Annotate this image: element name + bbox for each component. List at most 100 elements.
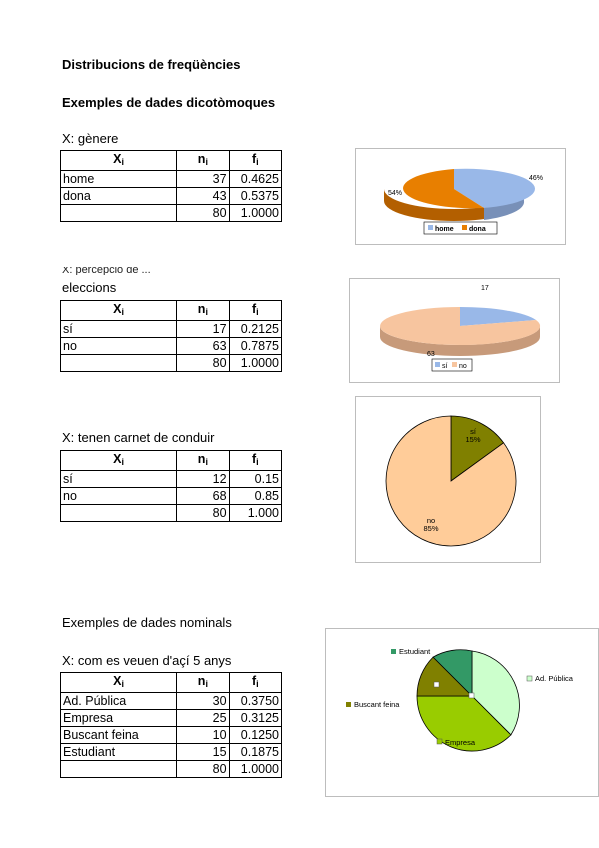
pie-slice-home	[454, 168, 535, 208]
header-f: fi	[228, 450, 283, 471]
table-header-row: Xi ni fi	[59, 300, 283, 321]
label-marker-estudiant	[391, 649, 396, 654]
section-heading-nominal: Exemples de dades nominals	[62, 615, 232, 630]
table-row: sí 12 0.15	[59, 470, 283, 488]
table-row: no 68 0.85	[59, 487, 283, 505]
data-label-ad-publica: Ad. Pública	[535, 674, 574, 683]
legend-label-si: sí	[442, 363, 448, 370]
cell-x	[59, 504, 178, 522]
cell-x: sí	[59, 320, 178, 338]
cell-f: 0.2125	[228, 320, 283, 338]
center-marker	[433, 681, 440, 688]
cell-n: 15	[176, 743, 230, 761]
table-header-row: Xi ni fi	[59, 150, 283, 171]
chart-license-pie: sí 15% no 85%	[355, 396, 541, 563]
header-n: ni	[176, 150, 230, 171]
chart-gender-pie: 46% 54% home dona	[355, 148, 566, 245]
pie-slice-estudiant	[432, 649, 473, 697]
pie-slice-si	[460, 307, 536, 326]
cell-f: 0.4625	[228, 170, 283, 188]
table-row: home 37 0.4625	[59, 170, 283, 188]
cell-n: 68	[176, 487, 230, 505]
cell-n: 80	[176, 354, 230, 372]
legend-swatch-si	[435, 362, 440, 367]
table-row: no 63 0.7875	[59, 337, 283, 355]
table-row: sí 17 0.2125	[59, 320, 283, 338]
header-n: ni	[176, 672, 230, 693]
header-x: Xi	[59, 450, 178, 471]
cell-f: 0.85	[228, 487, 283, 505]
header-x: Xi	[59, 672, 178, 693]
table-header-row: Xi ni fi	[59, 672, 283, 693]
pie-side-no	[380, 326, 540, 356]
table-label-elections: eleccions	[62, 280, 117, 295]
page-title: Distribucions de freqüències	[62, 57, 241, 72]
legend-swatch-no	[452, 362, 457, 367]
table-row: Ad. Pública 30 0.3750	[59, 692, 283, 710]
cell-n: 43	[176, 187, 230, 205]
data-label-no-pct: 85%	[423, 524, 438, 533]
data-label-no: 63	[427, 351, 435, 358]
data-label-buscant-feina: Buscant feina	[354, 700, 400, 709]
cell-f: 0.1875	[228, 743, 283, 761]
pie-slice-si	[450, 415, 505, 482]
legend-label-dona: dona	[469, 226, 486, 233]
data-label-si-pct: 15%	[465, 435, 480, 444]
table-total-row: 80 1.0000	[59, 760, 283, 778]
table-total-row: 80 1.000	[59, 504, 283, 522]
data-label-dona: 54%	[388, 190, 402, 197]
label-marker-buscant-feina	[346, 702, 351, 707]
table-label-future: X: com es veuen d'açí 5 anys	[62, 653, 232, 668]
cell-x: no	[59, 487, 178, 505]
pie-slice-no	[385, 415, 517, 547]
cell-f: 1.0000	[228, 354, 283, 372]
cell-n: 12	[176, 470, 230, 488]
data-label-estudiant: Estudiant	[399, 647, 431, 656]
table-label-partial: X: percepció de ...	[62, 267, 151, 275]
frequency-table-gender: Xi ni fi home 37 0.4625 dona 43 0.5375 8…	[59, 150, 283, 222]
data-label-empresa: Empresa	[445, 738, 476, 747]
header-n: ni	[176, 300, 230, 321]
cell-x: Buscant feina	[59, 726, 178, 744]
center-marker	[468, 692, 475, 699]
cell-f: 1.0000	[228, 204, 283, 222]
legend-box	[423, 221, 498, 235]
header-n: ni	[176, 450, 230, 471]
frequency-table-elections: Xi ni fi sí 17 0.2125 no 63 0.7875 80 1.…	[59, 300, 283, 372]
pie-slice-dona	[403, 169, 484, 209]
table-row: dona 43 0.5375	[59, 187, 283, 205]
cell-n: 17	[176, 320, 230, 338]
cell-x	[59, 204, 178, 222]
pie-slice-ad-publica	[471, 650, 520, 736]
cell-x: sí	[59, 470, 178, 488]
label-marker-empresa	[436, 738, 443, 745]
legend-label-home: home	[435, 226, 454, 233]
data-label-home: 46%	[529, 175, 543, 182]
header-f: fi	[228, 672, 283, 693]
cell-x: Ad. Pública	[59, 692, 178, 710]
header-x: Xi	[59, 300, 178, 321]
section-heading-dichotomous: Exemples de dades dicotòmoques	[62, 95, 276, 110]
cell-f: 1.0000	[228, 760, 283, 778]
table-label-gender: X: gènere	[62, 131, 119, 146]
cell-x: dona	[59, 187, 178, 205]
legend-label-no: no	[459, 363, 467, 370]
cell-n: 25	[176, 709, 230, 727]
cell-x: Estudiant	[59, 743, 178, 761]
cell-n: 30	[176, 692, 230, 710]
legend-swatch-dona	[462, 225, 467, 230]
cell-n: 80	[176, 204, 230, 222]
cell-x: no	[59, 337, 178, 355]
cell-n: 80	[176, 760, 230, 778]
chart-future-pie: Estudiant Ad. Pública Buscant feina Empr…	[325, 628, 599, 797]
pie-slice-no	[380, 307, 541, 345]
cell-x: home	[59, 170, 178, 188]
cell-f: 0.7875	[228, 337, 283, 355]
table-row: Buscant feina 10 0.1250	[59, 726, 283, 744]
cell-f: 0.15	[228, 470, 283, 488]
cell-f: 0.3125	[228, 709, 283, 727]
frequency-table-license: Xi ni fi sí 12 0.15 no 68 0.85 80 1.000	[59, 450, 283, 522]
cell-f: 0.5375	[228, 187, 283, 205]
cell-x: Empresa	[59, 709, 178, 727]
legend-swatch-home	[428, 225, 433, 230]
